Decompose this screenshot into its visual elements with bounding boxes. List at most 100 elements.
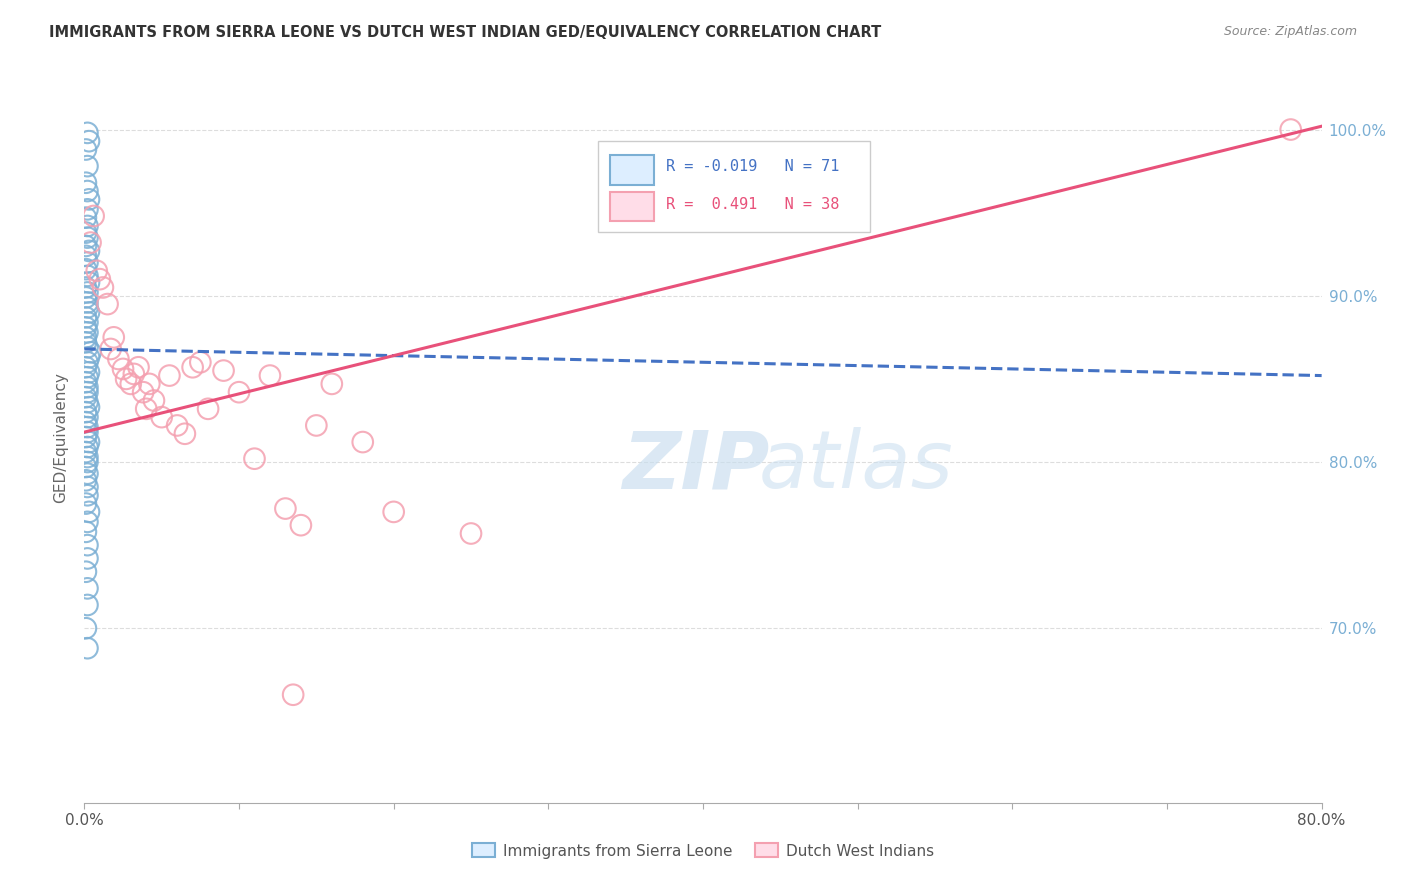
Point: [76, 420, 98, 434]
Point: [76, 515, 98, 529]
Point: [188, 355, 211, 369]
Point: [76, 202, 98, 217]
Y-axis label: GED/Equivalency: GED/Equivalency: [53, 372, 69, 502]
Point: [79, 235, 101, 250]
Point: [75, 211, 97, 225]
FancyBboxPatch shape: [598, 141, 870, 232]
Point: [77, 400, 100, 414]
Point: [76, 355, 98, 369]
Point: [77, 351, 100, 365]
Point: [89, 272, 111, 286]
Point: [77, 305, 100, 319]
Point: [77, 192, 100, 206]
Point: [259, 368, 281, 383]
Point: [75, 390, 97, 404]
Point: [107, 351, 129, 366]
Point: [77, 276, 100, 290]
Point: [76, 285, 98, 300]
Point: [76, 230, 98, 244]
Point: [75, 335, 97, 350]
Point: [75, 280, 97, 294]
Point: [76, 467, 98, 481]
Point: [76, 551, 98, 566]
Point: [460, 526, 482, 541]
Point: [75, 262, 97, 277]
Point: [83, 209, 105, 223]
Point: [75, 497, 97, 511]
Point: [77, 365, 100, 379]
Point: [76, 538, 98, 552]
Point: [76, 450, 98, 464]
Point: [281, 688, 305, 702]
Point: [76, 126, 98, 140]
Point: [75, 320, 97, 334]
Point: [76, 641, 98, 656]
Point: [75, 460, 97, 475]
Point: [135, 401, 157, 416]
Point: [76, 159, 98, 173]
Point: [76, 370, 98, 384]
Point: [75, 430, 97, 444]
Text: IMMIGRANTS FROM SIERRA LEONE VS DUTCH WEST INDIAN GED/EQUIVALENCY CORRELATION CH: IMMIGRANTS FROM SIERRA LEONE VS DUTCH WE…: [49, 25, 882, 40]
Text: Source: ZipAtlas.com: Source: ZipAtlas.com: [1223, 25, 1357, 38]
Point: [76, 395, 98, 409]
Point: [75, 565, 97, 579]
Point: [76, 295, 98, 310]
Point: [76, 598, 98, 612]
Point: [75, 415, 97, 429]
Point: [76, 385, 98, 400]
Point: [77, 435, 100, 450]
Point: [75, 143, 97, 157]
Point: [77, 505, 100, 519]
Point: [181, 360, 204, 375]
Text: R = -0.019   N = 71: R = -0.019 N = 71: [666, 159, 839, 174]
Point: [212, 363, 235, 377]
Point: [76, 582, 98, 596]
Legend: Immigrants from Sierra Leone, Dutch West Indians: Immigrants from Sierra Leone, Dutch West…: [465, 838, 941, 864]
Point: [76, 425, 98, 439]
Point: [75, 310, 97, 325]
Point: [76, 219, 98, 233]
Point: [75, 375, 97, 389]
Point: [274, 501, 297, 516]
Point: [79, 345, 101, 359]
Point: [112, 362, 135, 376]
Point: [75, 330, 97, 344]
Point: [166, 418, 188, 433]
Point: [91, 280, 114, 294]
Point: [75, 405, 97, 419]
Point: [75, 249, 97, 263]
Text: atlas: atlas: [759, 427, 953, 506]
Point: [75, 226, 97, 240]
Point: [321, 376, 343, 391]
Point: [76, 255, 98, 269]
Point: [77, 244, 100, 258]
Point: [76, 480, 98, 494]
Point: [76, 455, 98, 469]
Point: [159, 368, 180, 383]
Point: [76, 184, 98, 198]
Point: [382, 505, 405, 519]
Point: [75, 290, 97, 304]
Point: [100, 342, 122, 356]
Point: [150, 410, 173, 425]
Point: [75, 473, 97, 487]
Point: [352, 435, 374, 450]
Point: [228, 385, 250, 400]
Text: R =  0.491   N = 38: R = 0.491 N = 38: [666, 197, 839, 212]
Point: [86, 264, 108, 278]
Point: [305, 418, 328, 433]
Point: [76, 380, 98, 394]
Point: [76, 440, 98, 454]
Point: [75, 524, 97, 539]
Point: [197, 401, 219, 416]
Point: [76, 301, 98, 315]
Point: [290, 518, 312, 533]
Point: [138, 376, 160, 391]
Point: [75, 360, 97, 375]
Point: [122, 367, 145, 381]
Point: [77, 134, 100, 148]
Point: [75, 445, 97, 459]
Point: [115, 372, 138, 386]
Point: [76, 315, 98, 329]
